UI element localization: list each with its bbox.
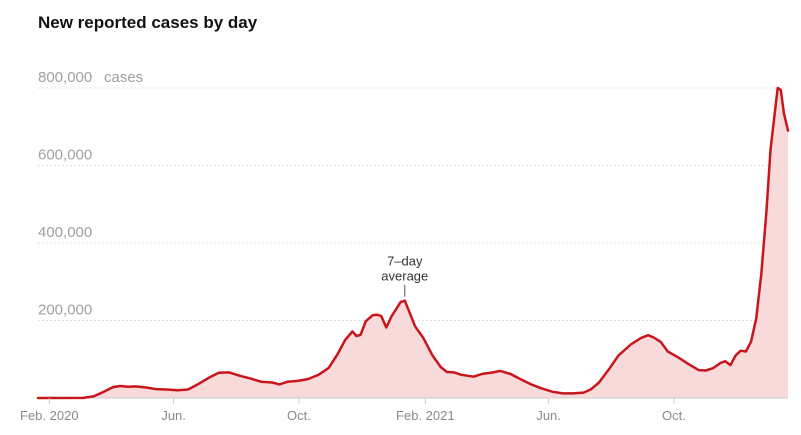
y-tick-label: 400,000 (38, 224, 92, 241)
y-tick-label: 200,000 (38, 302, 92, 319)
annotation-line1: 7–day (387, 254, 423, 269)
x-tick-label: Oct. (662, 408, 686, 423)
annotation-line2: average (381, 269, 428, 284)
x-tick-label: Jun. (161, 408, 186, 423)
x-tick-label: Feb. 2021 (396, 408, 455, 423)
series-area (38, 88, 788, 398)
x-tick-label: Oct. (287, 408, 311, 423)
y-tick-label: 800,000 (38, 69, 92, 86)
y-unit-label: cases (104, 69, 143, 86)
x-tick-label: Jun. (536, 408, 561, 423)
series-line (36, 86, 790, 400)
x-tick-label: Feb. 2020 (20, 408, 79, 423)
y-tick-label: 600,000 (38, 147, 92, 164)
chart-title: New reported cases by day (38, 13, 258, 32)
